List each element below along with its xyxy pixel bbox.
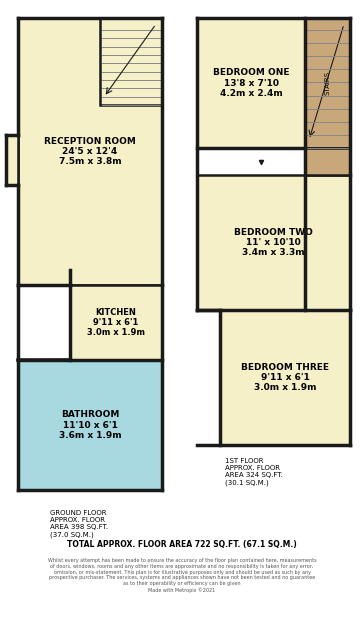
Bar <box>197 175 350 310</box>
Text: GROUND FLOOR
APPROX. FLOOR
AREA 398 SQ.FT.
(37.0 SQ.M.): GROUND FLOOR APPROX. FLOOR AREA 398 SQ.F… <box>50 510 108 538</box>
Bar <box>100 18 162 105</box>
Bar <box>6 135 18 185</box>
Bar <box>197 18 305 148</box>
Text: STAIRS: STAIRS <box>324 71 331 95</box>
Text: BATHROOM
11'10 x 6'1
3.6m x 1.9m: BATHROOM 11'10 x 6'1 3.6m x 1.9m <box>59 410 121 440</box>
Text: RECEPTION ROOM
24'5 x 12'4
7.5m x 3.8m: RECEPTION ROOM 24'5 x 12'4 7.5m x 3.8m <box>44 136 136 166</box>
Text: KITCHEN
9'11 x 6'1
3.0m x 1.9m: KITCHEN 9'11 x 6'1 3.0m x 1.9m <box>87 308 145 337</box>
Bar <box>18 18 162 285</box>
Text: BEDROOM THREE
9'11 x 6'1
3.0m x 1.9m: BEDROOM THREE 9'11 x 6'1 3.0m x 1.9m <box>241 363 329 392</box>
Bar <box>70 285 162 360</box>
Bar <box>305 148 350 175</box>
Bar <box>220 310 350 445</box>
Text: BEDROOM ONE
13'8 x 7'10
4.2m x 2.4m: BEDROOM ONE 13'8 x 7'10 4.2m x 2.4m <box>213 68 289 98</box>
Text: TOTAL APPROX. FLOOR AREA 722 SQ.FT. (67.1 SQ.M.): TOTAL APPROX. FLOOR AREA 722 SQ.FT. (67.… <box>67 540 297 549</box>
Text: 1ST FLOOR
APPROX. FLOOR
AREA 324 SQ.FT.
(30.1 SQ.M.): 1ST FLOOR APPROX. FLOOR AREA 324 SQ.FT. … <box>225 458 283 486</box>
Text: BEDROOM TWO
11' x 10'10
3.4m x 3.3m: BEDROOM TWO 11' x 10'10 3.4m x 3.3m <box>234 228 313 257</box>
Text: Whilst every attempt has been made to ensure the accuracy of the floor plan cont: Whilst every attempt has been made to en… <box>48 558 316 593</box>
Bar <box>305 18 350 148</box>
Bar <box>18 360 162 490</box>
